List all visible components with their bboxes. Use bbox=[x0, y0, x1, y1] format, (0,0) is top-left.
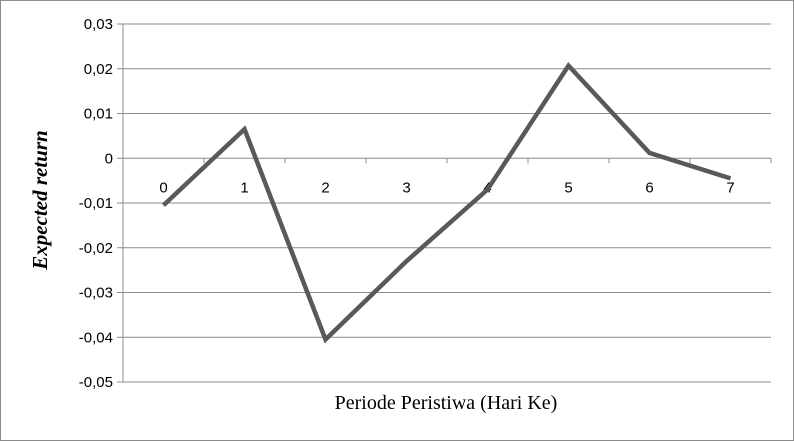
category-label: 2 bbox=[321, 179, 329, 196]
y-tick-label: -0,04 bbox=[79, 329, 113, 346]
category-label: 1 bbox=[240, 179, 248, 196]
series-lines bbox=[161, 61, 732, 344]
category-label: 5 bbox=[564, 179, 572, 196]
y-tick-label: -0,03 bbox=[79, 285, 113, 302]
y-tick-label: -0,02 bbox=[79, 240, 113, 257]
gridlines bbox=[117, 23, 772, 383]
y-tick-label: 0,03 bbox=[84, 16, 113, 33]
category-label: 3 bbox=[402, 179, 410, 196]
category-label: 0 bbox=[159, 179, 167, 196]
y-tick-labels: 0,03 0,02 0,01 0 -0,01 -0,02 -0,03 -0,04 -0,05 bbox=[79, 16, 113, 391]
category-label: 7 bbox=[726, 179, 734, 196]
x-axis-label: Periode Peristiwa (Hari Ke) bbox=[335, 392, 558, 414]
y-tick-label: -0,05 bbox=[79, 374, 113, 391]
y-axis-label: Expected return bbox=[28, 130, 52, 270]
y-tick-label: 0 bbox=[105, 150, 113, 167]
y-tick-label: 0,02 bbox=[84, 61, 113, 78]
y-tick-label: -0,01 bbox=[79, 195, 113, 212]
y-tick-label: 0,01 bbox=[84, 106, 113, 123]
series-line bbox=[161, 61, 732, 344]
category-label: 6 bbox=[645, 179, 653, 196]
